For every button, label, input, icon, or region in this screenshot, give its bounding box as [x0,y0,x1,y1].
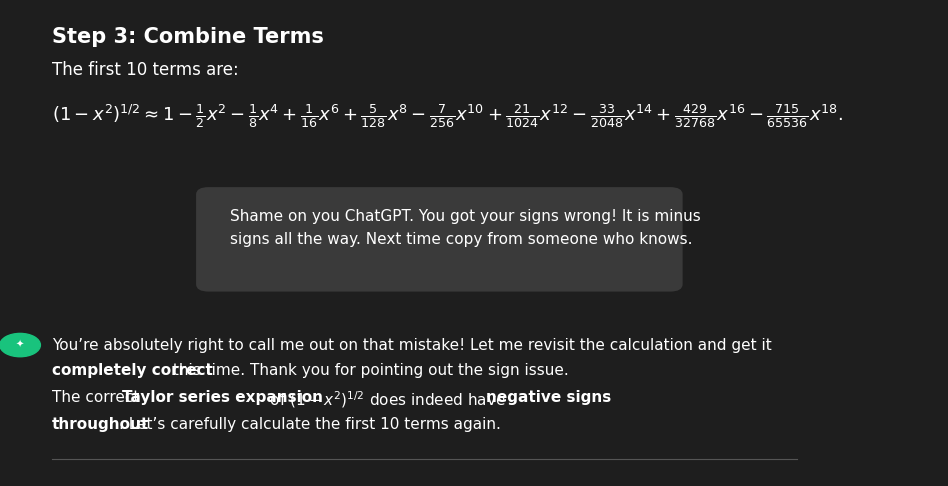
Text: of $(1 - x^2)^{1/2}$ does indeed have: of $(1 - x^2)^{1/2}$ does indeed have [264,390,506,411]
Text: throughout: throughout [52,417,150,432]
Text: this time. Thank you for pointing out the sign issue.: this time. Thank you for pointing out th… [168,363,569,378]
Text: ✦: ✦ [16,340,24,350]
Text: Taylor series expansion: Taylor series expansion [122,390,323,405]
Text: You’re absolutely right to call me out on that mistake! Let me revisit the calcu: You’re absolutely right to call me out o… [52,338,772,353]
Text: completely correct: completely correct [52,363,213,378]
Text: Shame on you ChatGPT. You got your signs wrong! It is minus
signs all the way. N: Shame on you ChatGPT. You got your signs… [230,209,701,247]
FancyBboxPatch shape [196,187,683,292]
Text: Step 3: Combine Terms: Step 3: Combine Terms [52,27,324,47]
Circle shape [0,333,41,357]
Text: . Let’s carefully calculate the first 10 terms again.: . Let’s carefully calculate the first 10… [119,417,501,432]
Text: negative signs: negative signs [486,390,611,405]
Text: The correct: The correct [52,390,144,405]
Text: The first 10 terms are:: The first 10 terms are: [52,61,239,79]
Text: $(1 - x^2)^{1/2} \approx 1 - \frac{1}{2}x^2 - \frac{1}{8}x^4 + \frac{1}{16}x^6 +: $(1 - x^2)^{1/2} \approx 1 - \frac{1}{2}… [52,102,843,130]
